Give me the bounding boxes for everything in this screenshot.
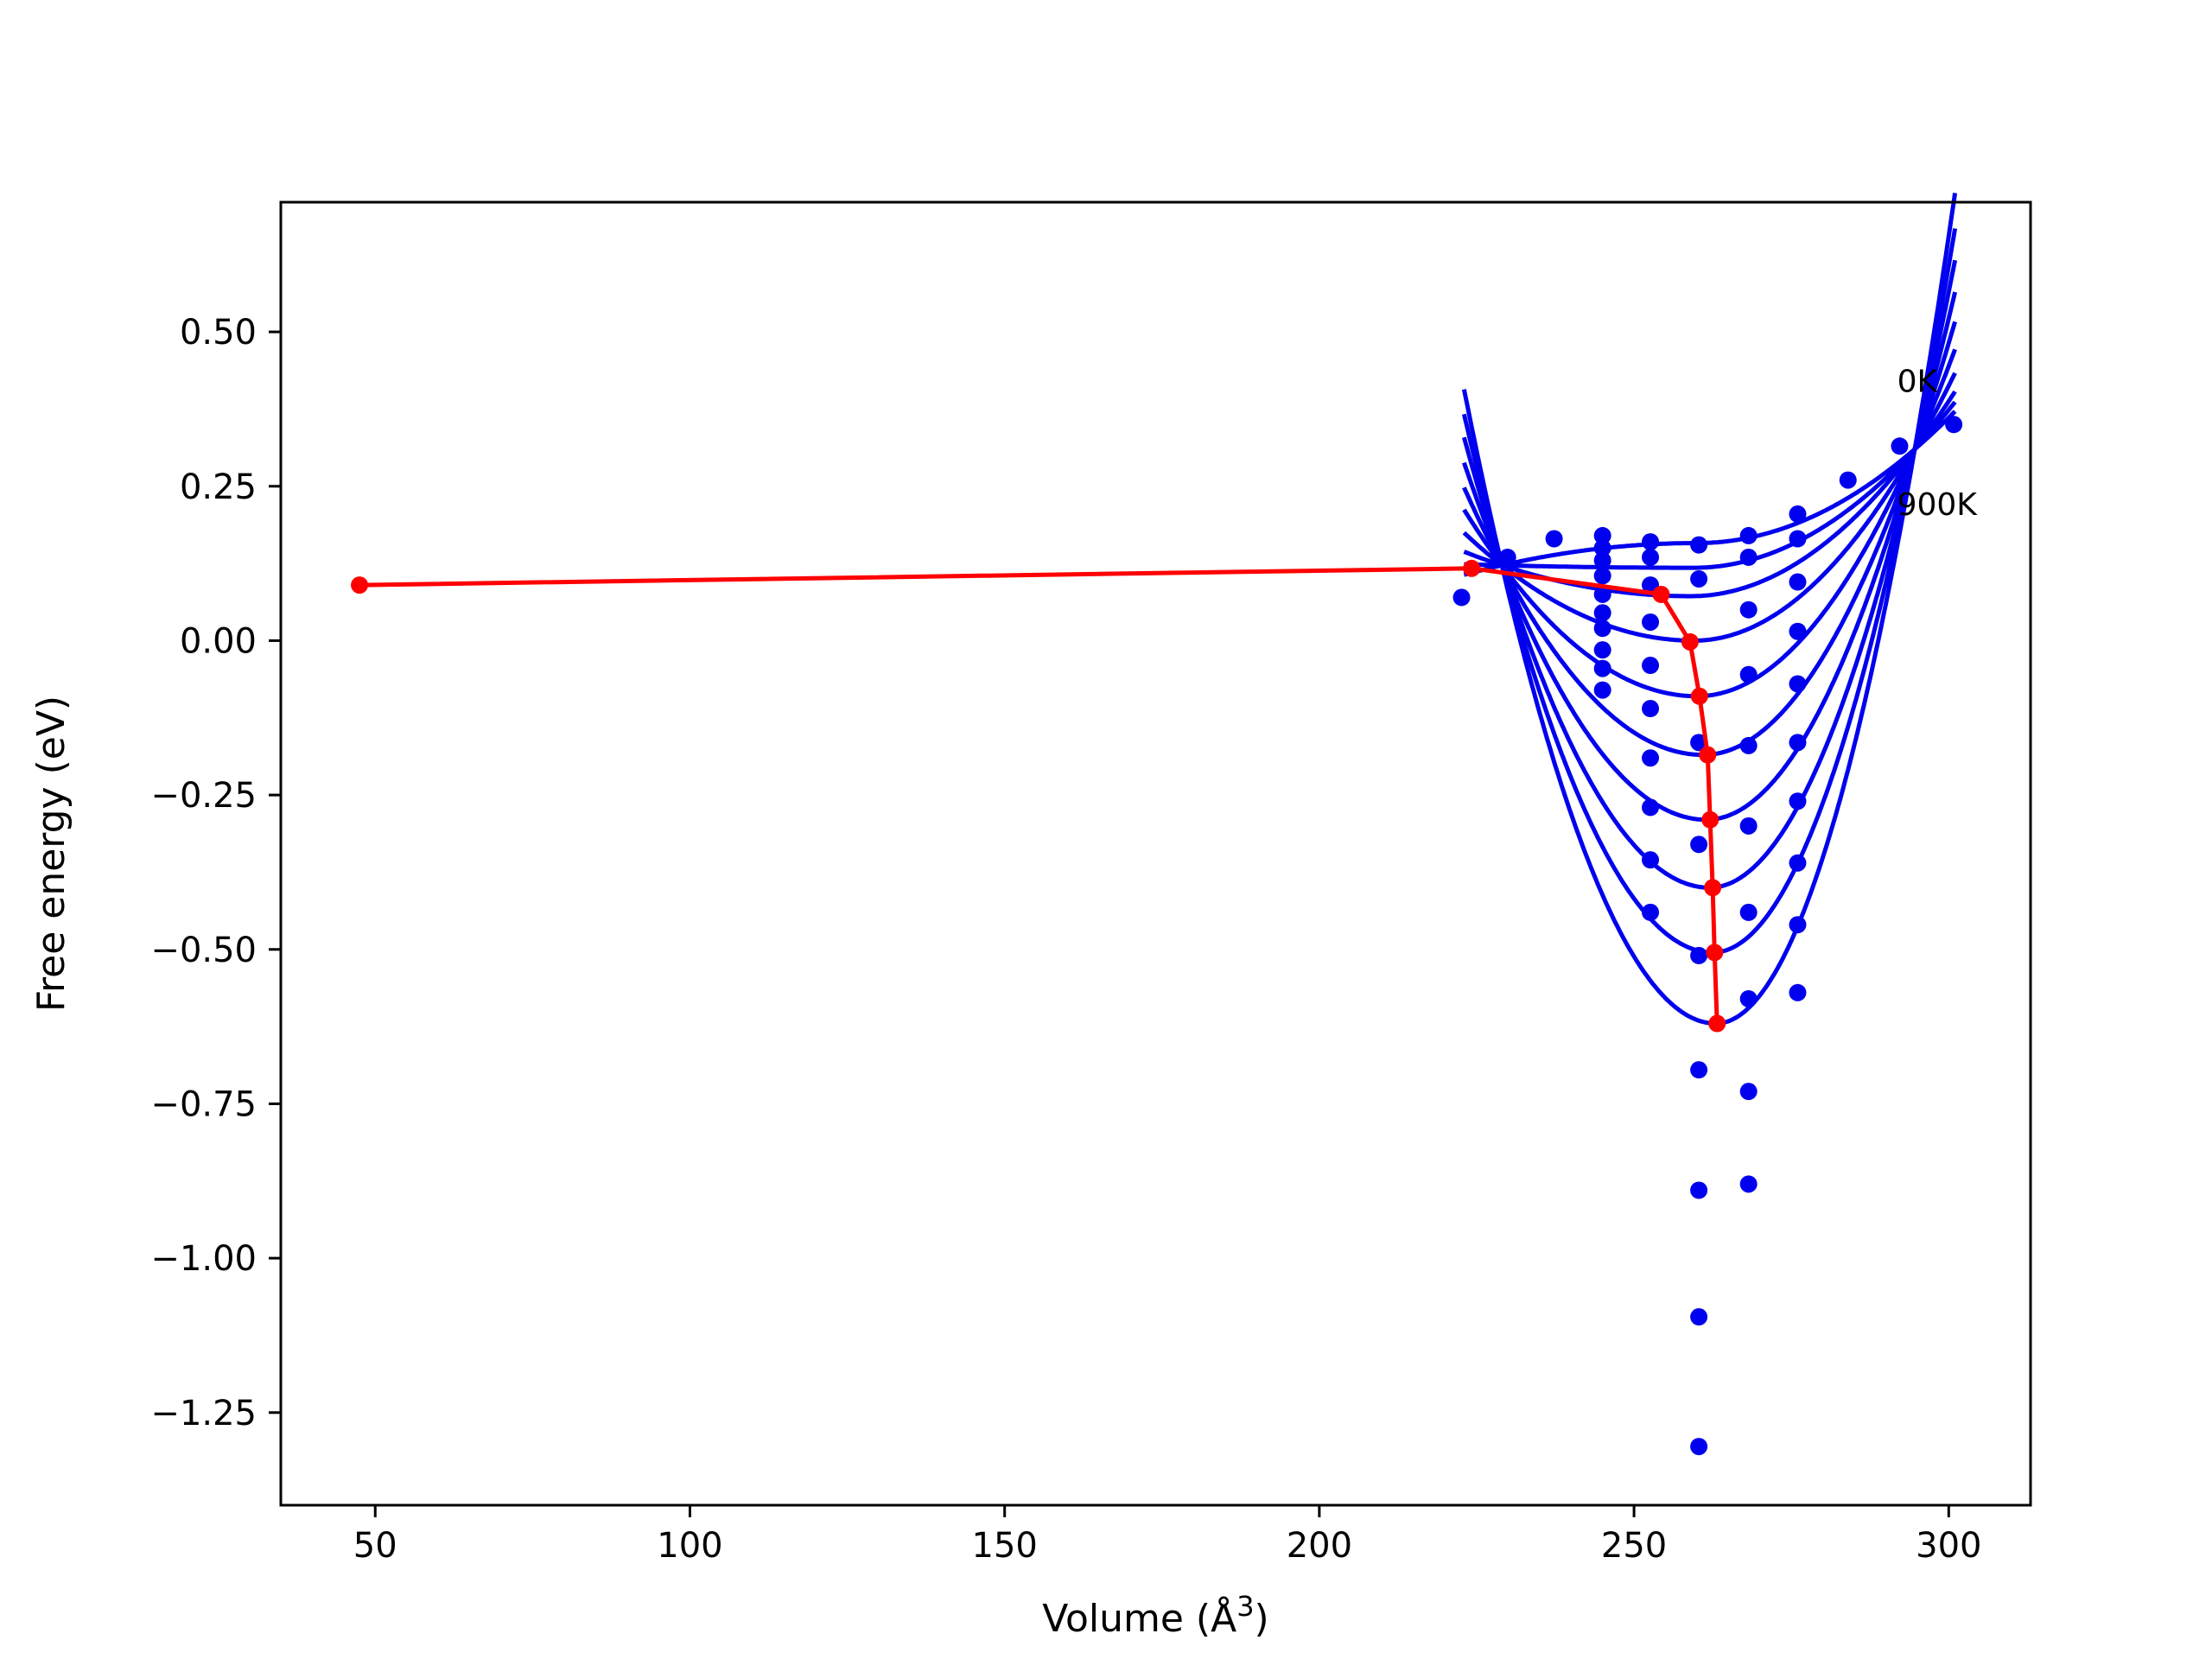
data-point (1789, 854, 1807, 872)
temperature-annotation: 0K (1897, 364, 1939, 399)
data-point (1642, 700, 1660, 718)
data-point (1642, 851, 1660, 869)
scatter-points-group (1452, 416, 1963, 1456)
minimum-point (1706, 944, 1724, 962)
y-tick-label: −0.50 (150, 931, 257, 970)
x-axis-ticks: 50 100 150 200 250 300 (353, 1505, 1981, 1566)
y-tick-label: 0.50 (180, 313, 257, 353)
data-point (1789, 573, 1807, 591)
y-tick-label: 0.00 (180, 621, 257, 661)
data-point (1690, 569, 1708, 588)
data-point (1498, 548, 1516, 566)
x-tick-label: 50 (353, 1526, 397, 1566)
minimum-point (1690, 687, 1708, 705)
annotations-group: 0K 900K (1897, 364, 1979, 523)
data-point (1789, 916, 1807, 934)
data-point (1593, 620, 1611, 638)
data-point (1593, 659, 1611, 677)
data-point (1593, 604, 1611, 622)
free-energy-curve (1462, 348, 1957, 699)
data-point (1593, 526, 1611, 544)
data-point (1593, 567, 1611, 585)
y-tick-label: −1.00 (150, 1239, 257, 1279)
data-point (1642, 749, 1660, 767)
free-energy-curve (1462, 372, 1957, 643)
minimum-point (351, 576, 369, 594)
data-point (1642, 613, 1660, 631)
free-energy-curve (1463, 410, 1957, 577)
minimum-point (1463, 559, 1481, 577)
data-point (1642, 903, 1660, 921)
data-point (1690, 946, 1708, 964)
x-tick-label: 300 (1916, 1526, 1981, 1566)
data-point (1739, 665, 1758, 683)
minimum-point (1652, 585, 1670, 603)
data-point (1690, 836, 1708, 854)
x-axis-label: Volume (Å3) (1042, 1590, 1268, 1641)
y-axis-ticks: 0.50 0.25 0.00 −0.25 −0.50 −0.75 −1.00 −1.25 (150, 313, 281, 1433)
x-axis-label-main: Volume (Å (1042, 1595, 1236, 1641)
data-point (1739, 601, 1758, 619)
data-point (1789, 734, 1807, 752)
y-tick-label: −0.25 (150, 776, 257, 816)
minimum-path-line (359, 566, 1719, 1024)
minimum-path-group (351, 559, 1726, 1033)
x-tick-label: 150 (972, 1526, 1038, 1566)
y-axis-label: Free energy (eV) (29, 696, 73, 1012)
x-tick-label: 250 (1601, 1526, 1667, 1566)
data-point (1789, 983, 1807, 1001)
data-point (1642, 657, 1660, 675)
data-point (1690, 536, 1708, 554)
data-point (1789, 792, 1807, 810)
data-point (1739, 548, 1758, 566)
minimum-point (1699, 746, 1717, 764)
y-tick-label: −1.25 (150, 1394, 257, 1433)
data-point (1593, 681, 1611, 699)
minimum-point (1704, 879, 1722, 897)
y-tick-label: 0.25 (180, 467, 257, 507)
temperature-annotation: 900K (1897, 487, 1979, 523)
data-point (1593, 551, 1611, 569)
data-point (1690, 1181, 1708, 1199)
data-point (1593, 585, 1611, 603)
data-point (1739, 1175, 1758, 1193)
data-point (1642, 533, 1660, 551)
minimum-point (1681, 632, 1699, 651)
data-point (1891, 437, 1909, 455)
y-tick-label: −0.75 (150, 1084, 257, 1124)
x-tick-label: 100 (657, 1526, 722, 1566)
data-point (1739, 736, 1758, 754)
data-point (1593, 539, 1611, 557)
data-point (1789, 530, 1807, 548)
data-point (1545, 530, 1563, 548)
data-point (1789, 622, 1807, 640)
data-point (1593, 641, 1611, 659)
data-point (1789, 675, 1807, 693)
x-axis-label-close: ) (1255, 1597, 1269, 1641)
data-point (1642, 798, 1660, 817)
data-point (1642, 548, 1660, 566)
x-tick-label: 200 (1287, 1526, 1352, 1566)
data-point (1945, 416, 1963, 434)
data-point (1690, 1308, 1708, 1326)
data-point (1739, 526, 1758, 544)
data-point (1452, 588, 1471, 607)
data-point (1690, 1438, 1708, 1456)
data-point (1789, 505, 1807, 523)
data-point (1739, 989, 1758, 1007)
free-energy-curve (1464, 400, 1957, 570)
minimum-point (1708, 1014, 1726, 1033)
data-point (1739, 1083, 1758, 1101)
data-point (1739, 817, 1758, 835)
minimum-point (1701, 810, 1719, 829)
data-point (1739, 903, 1758, 921)
data-point (1690, 1061, 1708, 1079)
x-axis-label-superscript: 3 (1236, 1590, 1254, 1623)
plot-frame (279, 200, 2032, 1507)
data-point (1839, 471, 1857, 489)
